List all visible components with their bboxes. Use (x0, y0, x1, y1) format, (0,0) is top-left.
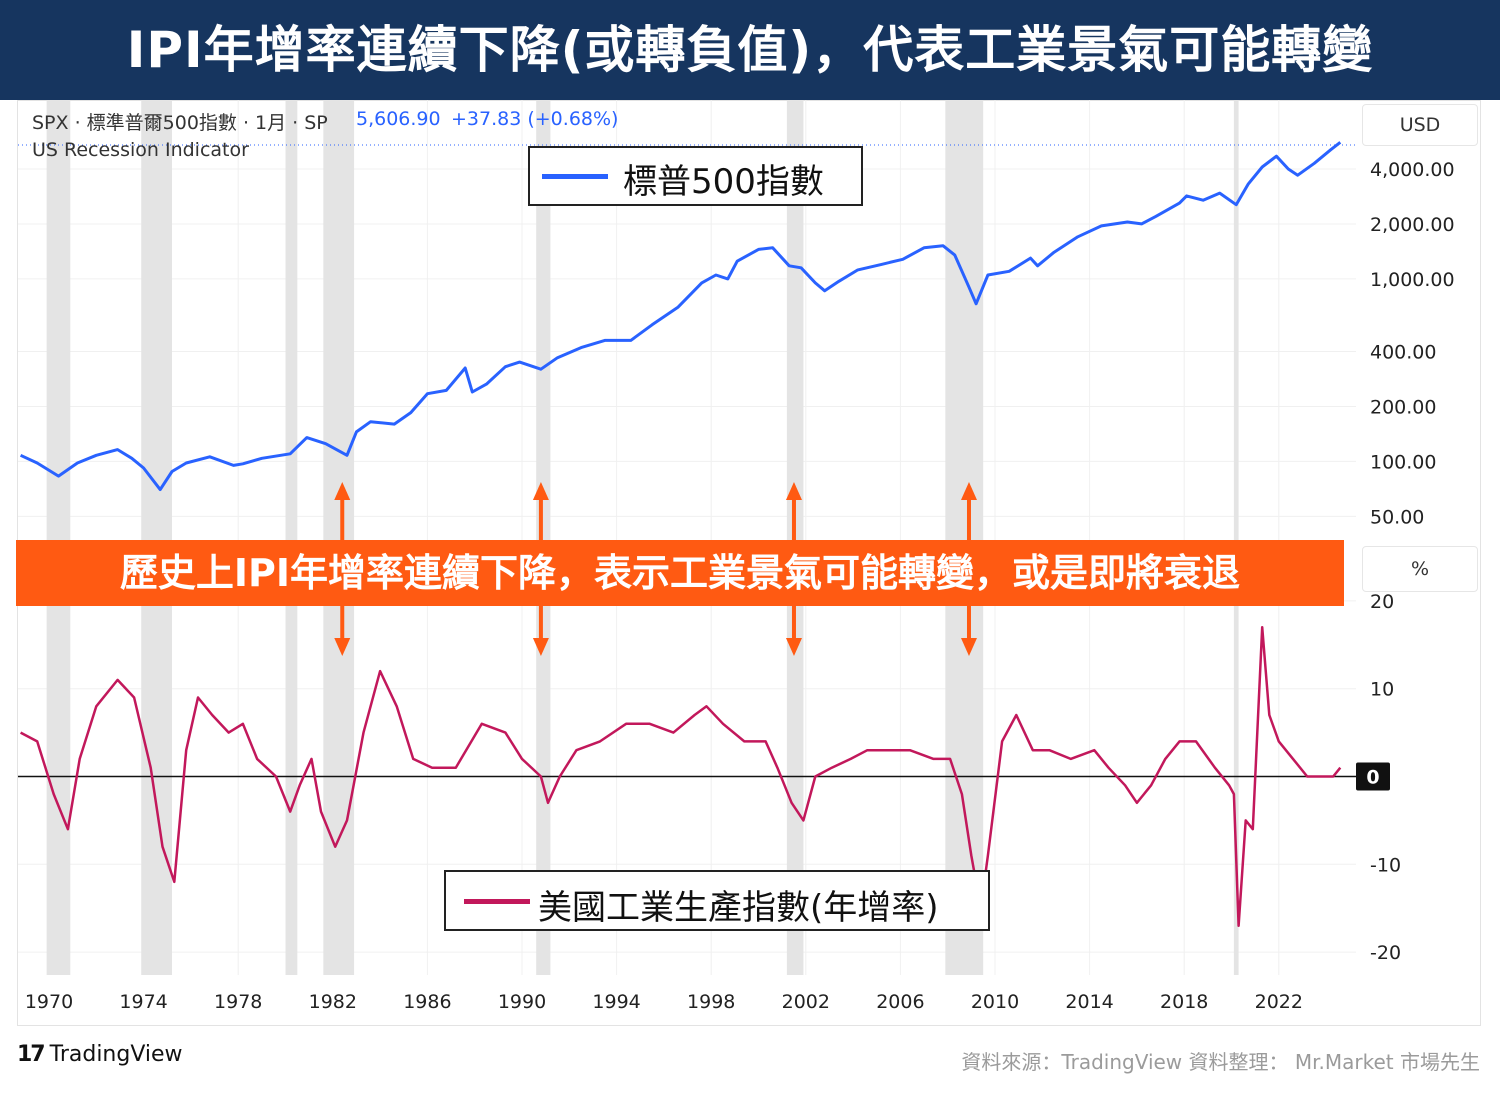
x-tick-label: 1998 (687, 991, 735, 1013)
price-label: 5,606.90 (356, 108, 441, 130)
recession-band (141, 100, 172, 975)
arrow-head-down (785, 638, 802, 656)
symbol-label[interactable]: SPX · 標準普爾500指數 · 1月 · SP (32, 112, 328, 134)
ipi-y-tick-label: -20 (1370, 942, 1401, 964)
arrow-head-down (532, 638, 549, 656)
x-tick-label: 2010 (971, 991, 1019, 1013)
recession-band (945, 100, 984, 975)
x-tick-label: 2018 (1160, 991, 1208, 1013)
change-label: +37.83 (+0.68%) (451, 108, 619, 130)
arrow-head-up (960, 482, 977, 500)
x-tick-label: 2014 (1065, 991, 1113, 1013)
x-tick-label: 1990 (498, 991, 546, 1013)
arrow-head-up (532, 482, 549, 500)
spx-series-line (19, 141, 1342, 492)
banner-title: IPI年增率連續下降(或轉負值)，代表工業景氣可能轉變 (126, 21, 1374, 79)
ipi-legend: 美國工業生產指數(年增率) (444, 870, 990, 931)
tradingview-mark-icon: 17 (17, 1042, 46, 1067)
x-tick-label: 1982 (309, 991, 357, 1013)
arrow-head-down (334, 638, 351, 656)
spx-y-tick-label: 4,000.00 (1370, 159, 1455, 181)
title-banner: IPI年增率連續下降(或轉負值)，代表工業景氣可能轉變 (0, 0, 1500, 100)
spx-y-tick-label: 400.00 (1370, 342, 1436, 364)
currency-box[interactable]: USD (1362, 104, 1478, 146)
ipi-series-line (20, 625, 1342, 928)
x-tick-label: 1974 (119, 991, 167, 1013)
recession-band (1233, 100, 1239, 975)
arrow-head-up (785, 482, 802, 500)
spx-y-tick-label: 2,000.00 (1370, 214, 1455, 236)
source-note: 資料來源：TradingView 資料整理： Mr.Market 市場先生 (961, 1050, 1480, 1074)
recession-band (285, 100, 298, 975)
x-tick-label: 2022 (1255, 991, 1303, 1013)
x-tick-label: 1994 (592, 991, 640, 1013)
tradingview-name: TradingView (49, 1042, 183, 1067)
spx-y-tick-label: 200.00 (1370, 396, 1436, 418)
x-tick-label: 2006 (876, 991, 924, 1013)
spx-legend: 標普500指數 (528, 146, 863, 206)
ipi-y-tick-label: -10 (1370, 854, 1401, 876)
ipi-y-tick-label: 10 (1370, 679, 1394, 701)
spx-legend-label: 標普500指數 (623, 162, 824, 202)
indicator-label[interactable]: US Recession Indicator (32, 139, 249, 161)
tradingview-logo[interactable]: 17 TradingView (17, 1042, 183, 1067)
x-tick-label: 1978 (214, 991, 262, 1013)
spx-y-tick-label: 100.00 (1370, 451, 1436, 473)
spx-y-tick-label: 1,000.00 (1370, 269, 1455, 291)
ipi-y-tick-label: 20 (1370, 591, 1394, 613)
x-tick-label: 1986 (403, 991, 451, 1013)
recession-band (323, 100, 355, 975)
ipi-legend-label: 美國工業生產指數(年增率) (538, 888, 939, 928)
arrow-head-up (334, 482, 351, 500)
x-tick-label: 1970 (25, 991, 73, 1013)
zero-badge-label: 0 (1366, 767, 1379, 789)
recession-band (536, 100, 551, 975)
recession-band (46, 100, 71, 975)
callout-banner: 歷史上IPI年增率連續下降，表示工業景氣可能轉變，或是即將衰退 (16, 540, 1344, 606)
zero-badge (1356, 762, 1390, 791)
spx-y-tick-label: 50.00 (1370, 506, 1424, 528)
percent-box[interactable]: % (1362, 546, 1478, 592)
ipi-legend-line (464, 899, 530, 904)
x-tick-label: 2002 (782, 991, 830, 1013)
arrow-head-down (960, 638, 977, 656)
spx-legend-line (542, 174, 608, 179)
callout-text: 歷史上IPI年增率連續下降，表示工業景氣可能轉變，或是即將衰退 (119, 551, 1241, 595)
